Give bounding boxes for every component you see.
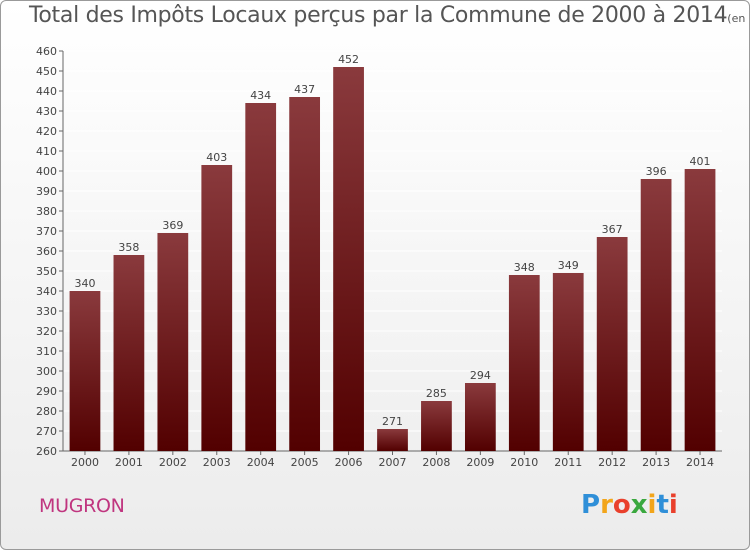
data-label: 358 xyxy=(118,241,139,254)
bar xyxy=(245,103,277,451)
y-tick-label: 420 xyxy=(36,125,57,138)
bar xyxy=(289,97,321,451)
y-tick-label: 410 xyxy=(36,145,57,158)
y-tick-label: 340 xyxy=(36,285,57,298)
y-tick-label: 350 xyxy=(36,265,57,278)
y-tick-label: 450 xyxy=(36,65,57,78)
y-tick-label: 270 xyxy=(36,425,57,438)
x-tick-label: 2004 xyxy=(247,456,275,469)
x-tick-label: 2003 xyxy=(203,456,231,469)
x-tick-label: 2010 xyxy=(510,456,538,469)
labels: 260 270 280 290 300 310 320 330 340 350 360 370 380 3… xyxy=(36,45,714,469)
logo-letter: r xyxy=(600,490,613,520)
y-tick-label: 330 xyxy=(36,305,57,318)
x-tick-label: 2001 xyxy=(115,456,143,469)
logo-letter: i xyxy=(668,490,678,520)
chart-unit: (en milliers d'€) xyxy=(727,12,749,25)
y-tick-label: 310 xyxy=(36,345,57,358)
data-label: 437 xyxy=(294,83,315,96)
data-label: 349 xyxy=(558,259,579,272)
x-tick-label: 2011 xyxy=(554,456,582,469)
y-tick-label: 390 xyxy=(36,185,57,198)
y-tick-label: 290 xyxy=(36,385,57,398)
x-tick-label: 2006 xyxy=(335,456,363,469)
y-tick-label: 370 xyxy=(36,225,57,238)
x-tick-label: 2009 xyxy=(466,456,494,469)
bar xyxy=(684,169,716,451)
bar xyxy=(552,273,584,451)
y-tick-label: 460 xyxy=(36,45,57,58)
chart-title-text: Total des Impôts Locaux perçus par la Co… xyxy=(29,3,728,28)
bar xyxy=(201,165,233,451)
x-tick-label: 2005 xyxy=(291,456,319,469)
bar xyxy=(508,275,540,451)
bar xyxy=(333,67,364,451)
logo-letter: P xyxy=(581,490,601,520)
commune-name: MUGRON xyxy=(39,495,125,517)
bar xyxy=(640,179,672,451)
y-tick-label: 400 xyxy=(36,165,57,178)
bar xyxy=(113,255,145,451)
data-label: 369 xyxy=(162,219,183,232)
data-label: 452 xyxy=(338,53,359,66)
data-label: 401 xyxy=(690,155,711,168)
x-tick-label: 2008 xyxy=(422,456,450,469)
logo-letter: i xyxy=(647,490,657,520)
bar xyxy=(464,383,496,451)
y-tick-label: 300 xyxy=(36,365,57,378)
logo-letter: x xyxy=(630,490,648,520)
x-tick-label: 2002 xyxy=(159,456,187,469)
data-label: 285 xyxy=(426,387,447,400)
data-label: 348 xyxy=(514,261,535,274)
chart-title: Total des Impôts Locaux perçus par la Co… xyxy=(29,3,749,28)
bar xyxy=(69,291,101,451)
bars xyxy=(69,67,716,451)
data-label: 294 xyxy=(470,369,491,382)
bar xyxy=(421,401,452,451)
bar xyxy=(157,233,189,451)
y-tick-label: 280 xyxy=(36,405,57,418)
data-label: 396 xyxy=(646,165,667,178)
x-tick-label: 2012 xyxy=(598,456,626,469)
x-tick-label: 2014 xyxy=(686,456,714,469)
proxiti-logo: Proxiti xyxy=(581,490,678,520)
y-tick-label: 430 xyxy=(36,105,57,118)
data-label: 271 xyxy=(382,415,403,428)
x-tick-label: 2000 xyxy=(71,456,99,469)
data-label: 340 xyxy=(74,277,95,290)
x-tick-label: 2007 xyxy=(379,456,407,469)
y-tick-label: 260 xyxy=(36,445,57,458)
bar xyxy=(596,237,628,451)
logo-letter: t xyxy=(656,490,669,520)
y-tick-label: 440 xyxy=(36,85,57,98)
y-tick-label: 320 xyxy=(36,325,57,338)
y-tick-label: 360 xyxy=(36,245,57,258)
data-label: 403 xyxy=(206,151,227,164)
data-label: 367 xyxy=(602,223,623,236)
x-tick-label: 2013 xyxy=(642,456,670,469)
bar xyxy=(377,429,408,451)
y-tick-label: 380 xyxy=(36,205,57,218)
data-label: 434 xyxy=(250,89,271,102)
logo-letter: o xyxy=(612,490,631,520)
